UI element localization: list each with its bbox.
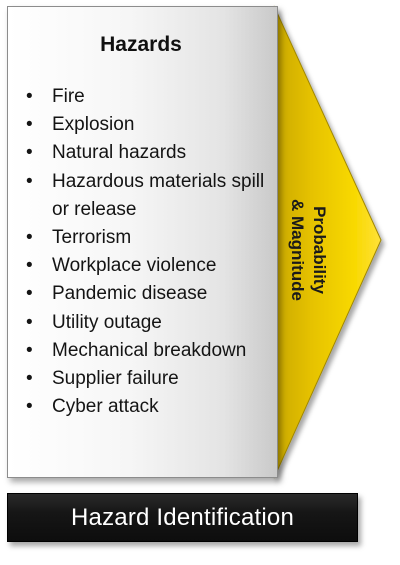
hazard-item-fire: • Fire: [24, 83, 269, 111]
hazard-item-pandemic-disease: • Pandemic disease: [24, 280, 269, 308]
hazards-title: Hazards: [100, 33, 182, 56]
hazard-item-hazardous-materials: • Hazardous materials spill or release: [24, 168, 269, 224]
hazards-panel: [7, 6, 278, 478]
hazard-label: Natural hazards: [52, 142, 187, 164]
bullet-icon: •: [26, 255, 33, 277]
bullet-icon: •: [26, 170, 33, 192]
hazard-label: Fire: [52, 86, 85, 107]
bullet-icon: •: [26, 283, 33, 305]
probability-label: Probability: [310, 206, 329, 294]
hazard-list: • Fire • Explosion • Natural hazards • H…: [24, 83, 269, 421]
hazard-label: Explosion: [52, 114, 135, 136]
hazard-label: Hazardous materials spill or release: [52, 170, 265, 220]
hazard-label: Cyber attack: [52, 396, 159, 418]
bullet-icon: •: [26, 339, 33, 361]
bullet-icon: •: [26, 311, 33, 333]
hazard-item-supplier-failure: • Supplier failure: [24, 365, 269, 393]
bullet-icon: •: [26, 396, 33, 418]
bullet-icon: •: [26, 142, 33, 164]
hazard-item-natural-hazards: • Natural hazards: [24, 139, 269, 167]
hazard-label: Terrorism: [52, 227, 132, 249]
bullet-icon: •: [26, 368, 33, 390]
bullet-icon: •: [26, 86, 33, 107]
hazard-label: Supplier failure: [52, 368, 179, 390]
hazard-item-explosion: • Explosion: [24, 111, 269, 139]
hazard-item-workplace-violence: • Workplace violence: [24, 252, 269, 280]
arrow-label: Probability & Magnitude: [288, 199, 329, 301]
hazard-item-utility-outage: • Utility outage: [24, 309, 269, 337]
bullet-icon: •: [26, 227, 33, 249]
hazard-label: Utility outage: [52, 311, 162, 333]
hazard-label: Mechanical breakdown: [52, 339, 247, 361]
magnitude-label: & Magnitude: [288, 199, 307, 301]
hazard-item-cyber-attack: • Cyber attack: [24, 393, 269, 421]
hazard-label: Workplace violence: [52, 255, 217, 277]
hazard-label: Pandemic disease: [52, 283, 208, 305]
arrow-label-text: Probability & Magnitude: [286, 199, 330, 301]
hazard-item-mechanical-breakdown: • Mechanical breakdown: [24, 337, 269, 365]
hazard-identification-bar: Hazard Identification: [7, 493, 358, 542]
footer-label: Hazard Identification: [71, 503, 294, 531]
hazard-item-terrorism: • Terrorism: [24, 224, 269, 252]
bullet-icon: •: [26, 114, 33, 136]
